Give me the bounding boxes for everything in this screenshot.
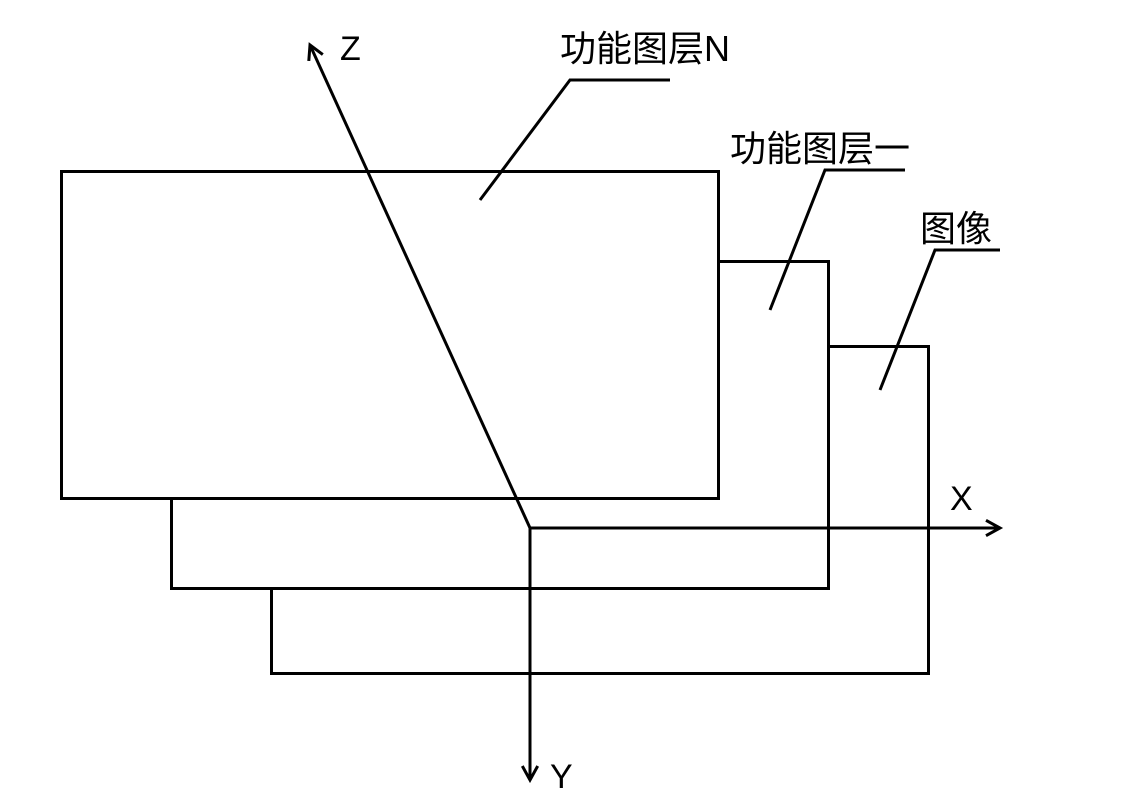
axis-z-arrow: [309, 45, 323, 61]
diagram-canvas: 功能图层N 功能图层一 图像 X Y Z: [0, 0, 1127, 806]
axis-y-arrow: [522, 766, 537, 780]
function-layer-n-rect: [60, 170, 720, 500]
label-layer-1: 功能图层一: [730, 120, 910, 172]
label-layer-n: 功能图层N: [560, 20, 730, 72]
axis-y-label: Y: [550, 758, 573, 797]
axis-x-label: X: [950, 480, 973, 519]
axis-z-label: Z: [340, 30, 361, 69]
axis-x-arrow: [986, 520, 1000, 535]
label-image: 图像: [920, 200, 992, 252]
